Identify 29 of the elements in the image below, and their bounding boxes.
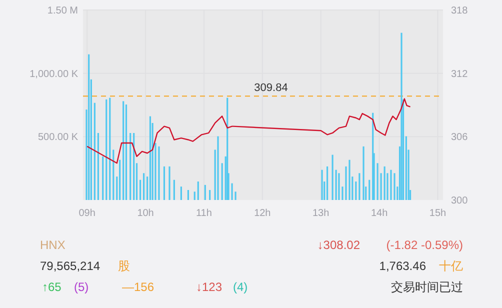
text: (-1.82 -0.59%)	[386, 238, 463, 252]
y-tick-label: 500.00 K	[38, 132, 78, 144]
x-tick-label: 11h	[196, 208, 212, 219]
text: HNX	[40, 238, 66, 252]
text: (4)	[233, 280, 248, 294]
x-tick-label: 13h	[312, 208, 330, 219]
text: ↑65	[42, 280, 62, 294]
text: 交易时间已过	[391, 280, 463, 294]
x-tick-label: 09h	[78, 208, 96, 219]
y-tick-label: 1,000.00 K	[30, 68, 78, 80]
y2-tick-label: 300	[451, 196, 468, 206]
text: (5)	[74, 280, 89, 294]
line-series	[86, 98, 411, 164]
text: 79,565,214	[40, 259, 100, 273]
text: ↓123	[196, 280, 222, 294]
text: 股	[118, 259, 130, 273]
text: —156	[122, 280, 154, 294]
y-tick-label: 1.50 M	[47, 6, 78, 16]
text: ↓308.02	[317, 238, 360, 252]
text: 十亿	[439, 259, 463, 273]
y2-tick-label: 318	[451, 6, 468, 16]
ref-line-label: 309.84	[254, 82, 288, 94]
y2-tick-label: 312	[451, 68, 468, 80]
x-tick-label: 10h	[137, 208, 154, 219]
x-tick-label: 15h	[429, 208, 446, 219]
y2-tick-label: 306	[451, 132, 468, 144]
text: 1,763.46	[379, 259, 426, 273]
x-tick-label: 14h	[370, 208, 388, 219]
x-tick-label: 12h	[254, 208, 271, 219]
